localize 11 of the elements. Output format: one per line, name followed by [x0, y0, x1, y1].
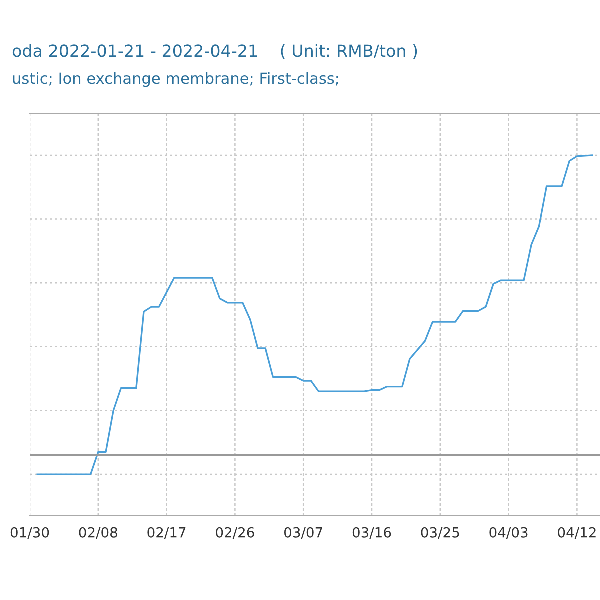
x-tick-label: 04/12	[558, 527, 596, 539]
x-tick-label: 01/30	[10, 527, 50, 539]
x-tick-label: 02/17	[148, 527, 186, 539]
x-tick-label: 03/25	[421, 527, 460, 539]
chart-subtitle: ustic; Ion exchange membrane; First-class;	[13, 72, 338, 88]
x-tick-label: 03/07	[284, 527, 322, 539]
x-tick-label: 02/26	[216, 527, 254, 539]
x-tick-label: 02/08	[79, 527, 118, 539]
x-tick-label: 03/16	[352, 527, 392, 539]
x-tick-label: 04/03	[490, 527, 528, 539]
chart-title: oda 2022-01-21 - 2022-04-21 ( Unit: RMB/ton )	[12, 44, 418, 60]
